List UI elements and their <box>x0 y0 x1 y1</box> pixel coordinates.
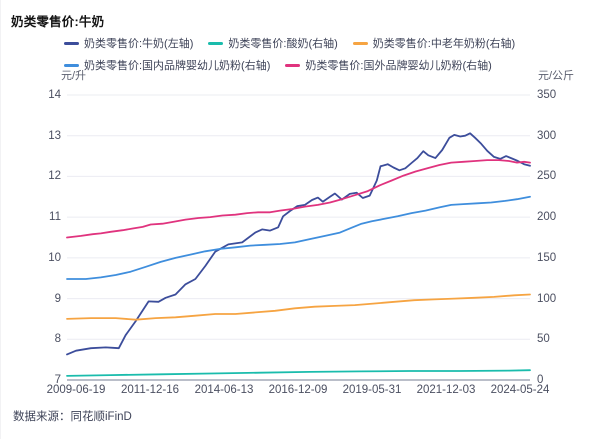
legend-swatch-icon <box>285 63 301 67</box>
y-axis-label-left: 8 <box>54 333 61 345</box>
y-axis-label-left: 14 <box>48 89 61 101</box>
y-axis-label-left: 7 <box>54 374 61 386</box>
legend-item[interactable]: 奶类零售价:酸奶(右轴) <box>208 35 338 51</box>
x-axis-label: 2021-12-03 <box>416 384 476 396</box>
legend-row: 奶类零售价:牛奶(左轴) 奶类零售价:酸奶(右轴) 奶类零售价:中老年奶粉(右轴) <box>64 35 515 51</box>
legend-label: 奶类零售价:国外品牌婴幼儿奶粉(右轴) <box>305 60 492 72</box>
series-line <box>66 195 531 280</box>
y-axis-label-left: 11 <box>49 211 61 223</box>
x-axis-label: 2019-05-31 <box>342 384 402 396</box>
legend-item[interactable]: 奶类零售价:国内品牌婴幼儿奶粉(右轴) <box>64 57 270 73</box>
x-axis-label: 2016-12-09 <box>268 384 328 396</box>
legend-label: 奶类零售价:酸奶(右轴) <box>228 38 338 50</box>
series-line <box>66 369 531 377</box>
y-axis-label-right: 100 <box>537 293 557 305</box>
series-line <box>66 132 531 356</box>
legend-swatch-icon <box>352 41 368 45</box>
y-axis-label-right: 300 <box>537 130 557 142</box>
x-axis-label: 2011-12-16 <box>121 384 179 396</box>
chart-title: 奶类零售价:牛奶 <box>11 15 105 29</box>
legend-label: 奶类零售价:国内品牌婴幼儿奶粉(右轴) <box>84 60 271 72</box>
series-line <box>66 159 531 239</box>
legend-item[interactable]: 奶类零售价:国外品牌婴幼儿奶粉(右轴) <box>285 57 492 73</box>
legend-label: 奶类零售价:中老年奶粉(右轴) <box>372 38 516 50</box>
x-axis-label: 2024-05-24 <box>490 384 550 396</box>
y-axis-label-right: 200 <box>537 211 557 223</box>
y-axis-label-right: 0 <box>537 374 544 386</box>
legend-row: 奶类零售价:国内品牌婴幼儿奶粉(右轴) 奶类零售价:国外品牌婴幼儿奶粉(右轴) <box>64 57 515 73</box>
left-axis-unit: 元/升 <box>61 70 87 82</box>
legend-swatch-icon <box>64 63 79 67</box>
x-axis-label: 2009-06-19 <box>46 384 106 396</box>
legend-label: 奶类零售价:牛奶(左轴) <box>84 38 194 50</box>
y-axis-label-right: 150 <box>537 252 557 264</box>
legend: 奶类零售价:牛奶(左轴) 奶类零售价:酸奶(右轴) 奶类零售价:中老年奶粉(右轴) 奶… <box>64 35 515 79</box>
series-line <box>66 293 531 321</box>
legend-swatch-icon <box>208 41 224 45</box>
y-axis-label-left: 12 <box>48 170 61 182</box>
y-axis-label-right: 50 <box>537 333 550 345</box>
legend-swatch-icon <box>64 41 79 45</box>
x-axis-label: 2014-06-13 <box>194 384 254 396</box>
y-axis-label-right: 350 <box>537 89 557 101</box>
right-axis-unit: 元/公斤 <box>538 70 575 82</box>
y-axis-label-left: 10 <box>48 252 61 264</box>
y-axis-label-left: 13 <box>48 130 61 142</box>
legend-item[interactable]: 奶类零售价:中老年奶粉(右轴) <box>352 35 516 51</box>
legend-item[interactable]: 奶类零售价:牛奶(左轴) <box>64 35 193 51</box>
source-note: 数据来源：同花顺iFinD <box>13 411 132 423</box>
y-axis-label-left: 9 <box>54 293 61 305</box>
y-axis-label-right: 250 <box>537 170 557 182</box>
